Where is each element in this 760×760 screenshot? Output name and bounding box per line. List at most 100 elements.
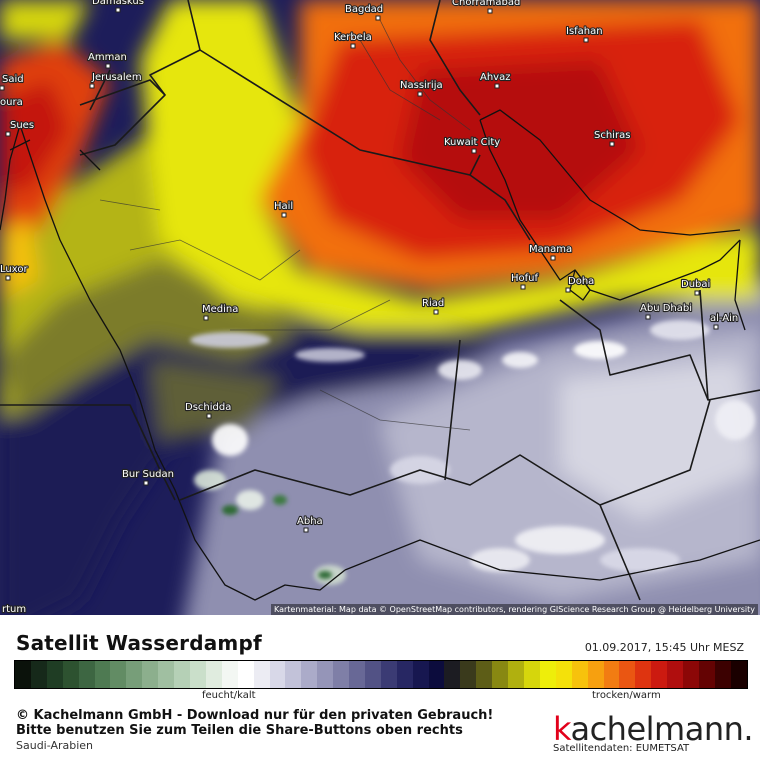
scale-swatch bbox=[142, 661, 159, 688]
scale-swatch bbox=[110, 661, 127, 688]
city-dot bbox=[694, 290, 700, 296]
city-label: rtum bbox=[2, 604, 26, 615]
city-label: oura bbox=[0, 97, 23, 108]
footer-panel: Satellit Wasserdampf 01.09.2017, 15:45 U… bbox=[0, 615, 760, 760]
city-label: Amman bbox=[88, 52, 127, 63]
city-dot bbox=[713, 324, 719, 330]
scale-swatch bbox=[508, 661, 524, 688]
city-label: Isfahan bbox=[566, 26, 603, 37]
city-markers: Damaskus Bagdad Chorramabad Kerbela Isfahan A… bbox=[0, 0, 739, 615]
city-label: Schiras bbox=[594, 130, 630, 141]
scale-swatch bbox=[301, 661, 318, 688]
scale-swatch bbox=[412, 661, 429, 688]
map-title: Satellit Wasserdampf bbox=[16, 631, 262, 655]
city-dot bbox=[5, 131, 11, 137]
city-label: Sues bbox=[10, 120, 34, 131]
logo-text: achelmann. bbox=[570, 710, 754, 748]
city-dot bbox=[350, 43, 356, 49]
city-label: Abha bbox=[297, 516, 323, 527]
city-dot bbox=[565, 287, 571, 293]
scale-swatch bbox=[94, 661, 111, 688]
city-label: Riad bbox=[422, 298, 444, 309]
scale-swatch bbox=[253, 661, 270, 688]
scale-swatch bbox=[364, 661, 381, 688]
logo-k: k bbox=[553, 710, 571, 748]
scale-swatch bbox=[333, 661, 350, 688]
city-dot bbox=[433, 309, 439, 315]
city-label: Jerusalem bbox=[91, 72, 142, 83]
scale-swatch bbox=[698, 661, 715, 688]
city-dot bbox=[89, 83, 95, 89]
scale-swatch bbox=[476, 661, 493, 688]
scale-swatch bbox=[524, 661, 540, 688]
scale-swatch bbox=[683, 661, 699, 688]
kachelmann-logo[interactable]: kachelmann. bbox=[553, 710, 754, 748]
scale-swatch bbox=[603, 661, 620, 688]
city-label: Bur Sudan bbox=[122, 469, 174, 480]
city-label: Manama bbox=[529, 244, 572, 255]
scale-swatch bbox=[62, 661, 79, 688]
region-name: Saudi-Arabien bbox=[16, 739, 94, 752]
satellite-map: Damaskus Bagdad Chorramabad Kerbela Isfahan A… bbox=[0, 0, 760, 615]
data-source: Satellitendaten: EUMETSAT bbox=[553, 743, 690, 754]
scale-swatch bbox=[714, 661, 731, 688]
scale-swatch bbox=[174, 661, 190, 688]
scale-swatch bbox=[205, 661, 222, 688]
city-label: Doha bbox=[568, 276, 594, 287]
scale-label-dry-warm: trocken/warm bbox=[592, 690, 661, 701]
city-label: Abu Dhabi bbox=[640, 303, 692, 314]
city-label: Kuwait City bbox=[444, 137, 500, 148]
copyright-line-1: © Kachelmann GmbH - Download nur für den… bbox=[16, 708, 494, 723]
city-label: Medina bbox=[202, 304, 238, 315]
city-dot bbox=[375, 15, 381, 21]
city-dot bbox=[487, 8, 493, 14]
city-dot bbox=[143, 480, 149, 486]
color-scale-bar bbox=[14, 660, 748, 689]
city-label: Kerbela bbox=[334, 32, 372, 43]
scale-swatch bbox=[30, 661, 47, 688]
scale-swatch bbox=[15, 661, 31, 688]
city-dot bbox=[417, 91, 423, 97]
scale-swatch bbox=[492, 661, 509, 688]
city-dot bbox=[494, 83, 500, 89]
city-label: Ahvaz bbox=[480, 72, 510, 83]
scale-label-moist-cold: feucht/kalt bbox=[202, 690, 256, 701]
scale-swatch bbox=[460, 661, 477, 688]
city-dot bbox=[550, 255, 556, 261]
scale-swatch bbox=[349, 661, 365, 688]
city-label: Dschidda bbox=[185, 402, 231, 413]
scale-swatch bbox=[221, 661, 238, 688]
scale-swatch bbox=[285, 661, 302, 688]
city-dot bbox=[520, 284, 526, 290]
scale-swatch bbox=[396, 661, 413, 688]
scale-swatch bbox=[444, 661, 461, 688]
scale-swatch bbox=[587, 661, 604, 688]
city-dot bbox=[203, 315, 209, 321]
city-dot bbox=[105, 63, 111, 69]
scale-swatch bbox=[571, 661, 588, 688]
city-dot bbox=[206, 413, 212, 419]
city-label: Bagdad bbox=[345, 4, 383, 15]
city-label: Dubai bbox=[681, 279, 710, 290]
water-vapor-image: Damaskus Bagdad Chorramabad Kerbela Isfahan A… bbox=[0, 0, 760, 615]
scale-swatch bbox=[667, 661, 684, 688]
city-label: Damaskus bbox=[92, 0, 144, 7]
scale-swatch bbox=[158, 661, 175, 688]
scale-swatch bbox=[78, 661, 95, 688]
scale-swatch bbox=[539, 661, 556, 688]
scale-swatch bbox=[555, 661, 572, 688]
scale-swatch bbox=[619, 661, 636, 688]
scale-swatch bbox=[189, 661, 206, 688]
city-dot bbox=[645, 314, 651, 320]
city-dot bbox=[115, 7, 121, 13]
scale-swatch bbox=[428, 661, 445, 688]
city-dot bbox=[303, 527, 309, 533]
city-dot bbox=[609, 141, 615, 147]
scale-swatch bbox=[46, 661, 63, 688]
scale-swatch bbox=[730, 661, 747, 688]
city-dot bbox=[471, 148, 477, 154]
scale-swatch bbox=[635, 661, 652, 688]
timestamp: 01.09.2017, 15:45 Uhr MESZ bbox=[584, 641, 744, 654]
city-label: Luxor bbox=[0, 264, 28, 275]
city-label: al-Ain bbox=[710, 313, 738, 324]
